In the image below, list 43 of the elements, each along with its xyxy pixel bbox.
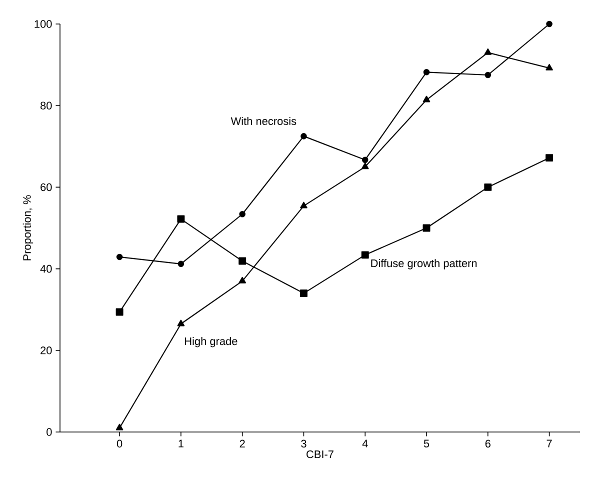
point bbox=[300, 133, 307, 140]
series-label: Diffuse growth pattern bbox=[371, 259, 477, 270]
x-tick-label: 7 bbox=[546, 440, 552, 448]
x-axis-title: CBI-7 bbox=[306, 450, 334, 458]
x-tick-label: 2 bbox=[240, 440, 245, 448]
point bbox=[177, 215, 185, 223]
point bbox=[423, 69, 430, 76]
x-tick-label: 6 bbox=[485, 440, 490, 448]
point bbox=[422, 224, 430, 232]
y-axis-title: Proportion, % bbox=[22, 195, 34, 260]
point bbox=[546, 64, 553, 70]
point bbox=[300, 202, 308, 208]
point bbox=[546, 154, 554, 162]
point bbox=[546, 20, 552, 28]
point bbox=[422, 96, 430, 102]
point bbox=[361, 251, 369, 259]
y-tick-label: 0 bbox=[46, 428, 52, 436]
point bbox=[484, 183, 492, 191]
point bbox=[484, 48, 492, 55]
y-tick-label: 80 bbox=[40, 102, 52, 110]
point bbox=[116, 254, 123, 260]
point bbox=[361, 162, 369, 170]
point bbox=[116, 424, 124, 430]
point bbox=[178, 260, 184, 268]
y-tick-label: 20 bbox=[40, 346, 52, 354]
series-label: With necrosis bbox=[230, 116, 296, 126]
point bbox=[300, 290, 308, 298]
point bbox=[484, 72, 492, 78]
point bbox=[238, 257, 246, 265]
point bbox=[238, 276, 246, 284]
point bbox=[177, 320, 185, 326]
y-tick-label: 40 bbox=[40, 264, 52, 273]
x-tick-label: 1 bbox=[178, 440, 184, 448]
point bbox=[362, 156, 368, 164]
y-tick-label: 60 bbox=[40, 183, 52, 192]
point bbox=[116, 308, 124, 316]
y-tick-label: 100 bbox=[34, 20, 52, 28]
x-tick-label: 4 bbox=[362, 440, 368, 448]
series-label: High grade bbox=[185, 337, 238, 348]
x-tick-label: 5 bbox=[424, 440, 430, 448]
x-tick-label: 0 bbox=[116, 440, 122, 448]
x-tick-label: 3 bbox=[301, 440, 306, 448]
point bbox=[239, 210, 246, 218]
